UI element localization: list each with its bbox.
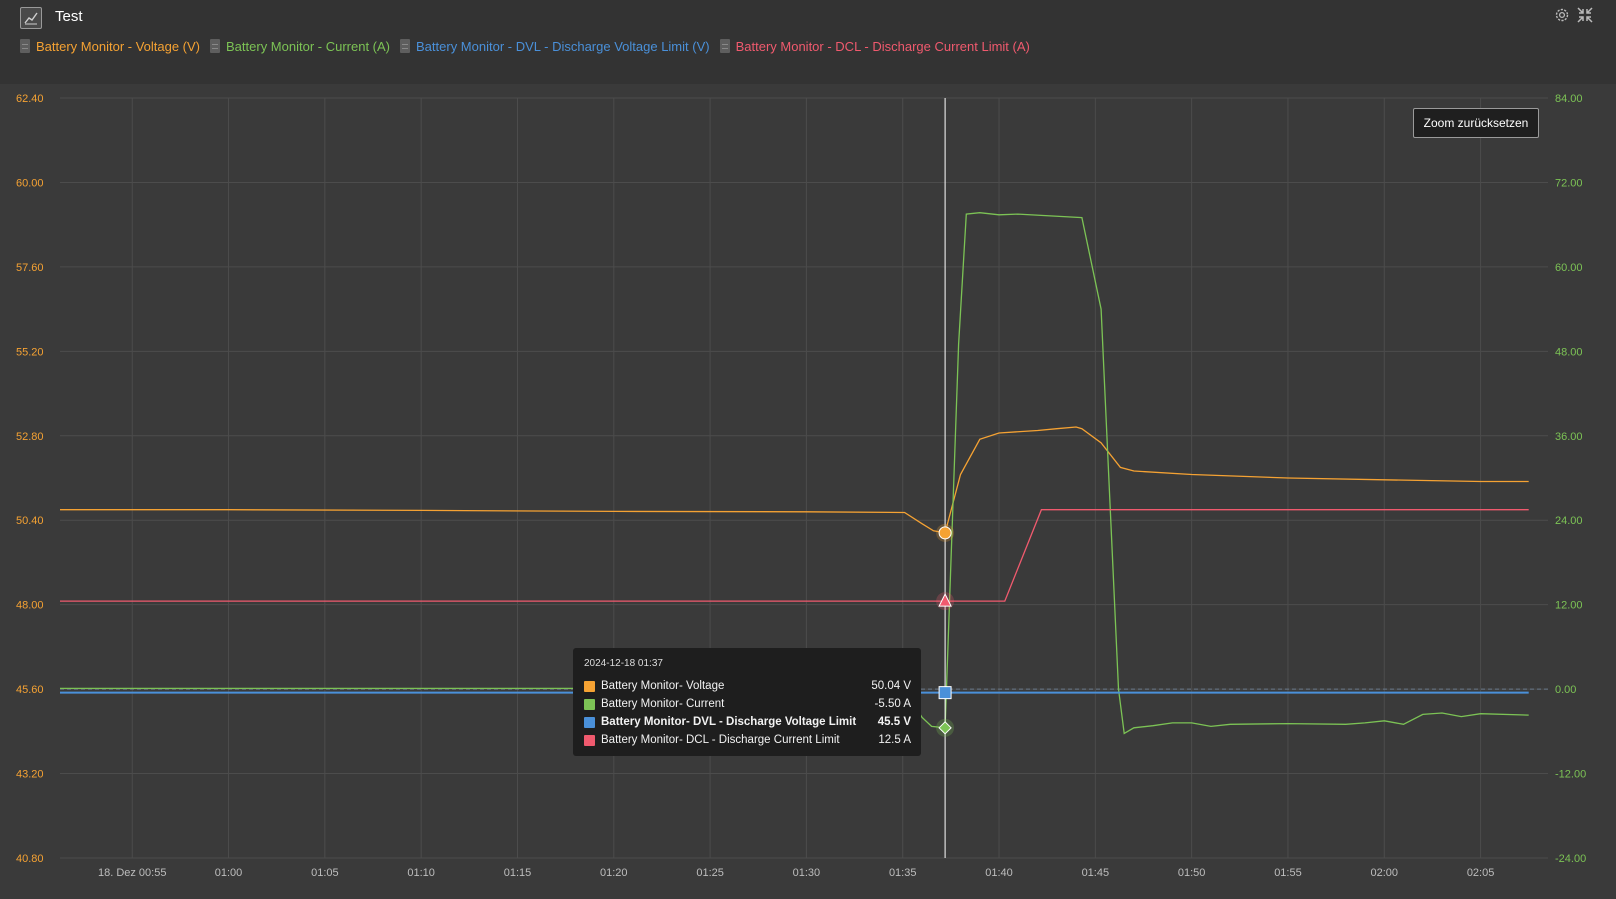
widget-header: Test Battery Monitor - Voltage (V) Batte…: [0, 0, 1616, 84]
legend-label: Battery Monitor - Voltage (V): [36, 38, 201, 54]
zoom-reset-button[interactable]: Zoom zurücksetzen: [1413, 108, 1539, 138]
x-tick-label: 02:00: [1371, 867, 1399, 879]
current-marker: [938, 721, 952, 735]
x-tick-label: 01:40: [985, 867, 1013, 879]
tooltip-time: 2024-12-18 01:37: [584, 658, 663, 669]
legend-label: Battery Monitor - DCL - Discharge Curren…: [735, 38, 1030, 54]
y-tick-label-left: 50.40: [16, 515, 44, 527]
legend-item-voltage[interactable]: Battery Monitor - Voltage (V): [20, 39, 200, 54]
y-tick-label-right: 84.00: [1555, 93, 1583, 105]
tooltip-label: Battery Monitor- Current: [601, 698, 725, 710]
x-tick-label: 02:05: [1467, 867, 1495, 879]
x-tick-label: 01:00: [215, 867, 243, 879]
chart-legend: Battery Monitor - Voltage (V) Battery Mo…: [20, 36, 1040, 56]
y-tick-label-left: 60.00: [16, 177, 44, 189]
y-tick-label-right: 48.00: [1555, 346, 1583, 358]
x-tick-label: 01:10: [407, 867, 435, 879]
document-icon: [210, 39, 221, 53]
y-tick-label-right: 12.00: [1555, 600, 1583, 612]
tooltip-label: Battery Monitor- Voltage: [601, 680, 725, 692]
document-icon: [400, 39, 411, 53]
y-tick-label-right: -12.00: [1555, 769, 1586, 781]
x-tick-label: 01:30: [793, 867, 821, 879]
y-tick-label-left: 57.60: [16, 262, 44, 274]
x-tick-label: 01:05: [311, 867, 339, 879]
x-tick-label: 01:55: [1274, 867, 1302, 879]
series-line: [60, 426, 1529, 534]
x-tick-label: 01:50: [1178, 867, 1206, 879]
y-tick-label-left: 40.80: [16, 853, 44, 865]
series-swatch: [584, 698, 595, 710]
y-tick-label-right: 60.00: [1555, 262, 1583, 274]
tooltip-label: Battery Monitor- DVL - Discharge Voltage…: [601, 716, 857, 728]
tooltip-row: Battery Monitor- Voltage 50.04 V: [584, 677, 911, 695]
legend-item-dcl[interactable]: Battery Monitor - DCL - Discharge Curren…: [719, 38, 1030, 54]
y-tick-label-left: 48.00: [16, 600, 44, 612]
y-tick-label-right: 24.00: [1555, 515, 1583, 527]
tooltip-row: Battery Monitor- DCL - Discharge Current…: [584, 731, 911, 749]
legend-label: Battery Monitor - Current (A): [226, 38, 391, 54]
y-tick-label-right: -24.00: [1555, 853, 1586, 865]
chart-tooltip: 2024-12-18 01:37 Battery Monitor- Voltag…: [573, 648, 921, 756]
x-tick-label: 01:25: [696, 867, 724, 879]
tooltip-value: 45.5 V: [877, 716, 911, 728]
y-tick-label-right: 0.00: [1555, 684, 1576, 696]
dcl-marker: [938, 593, 952, 607]
y-tick-label-left: 62.40: [16, 93, 44, 105]
legend-item-dvl[interactable]: Battery Monitor - DVL - Discharge Voltag…: [400, 39, 710, 54]
chart-icon: [20, 7, 42, 29]
x-tick-label: 01:15: [504, 867, 532, 879]
series-line: [60, 509, 1529, 602]
series-swatch: [584, 680, 595, 692]
tooltip-value: 50.04 V: [871, 680, 911, 692]
y-tick-label-left: 43.20: [16, 769, 44, 781]
tooltip-row: Battery Monitor- DVL - Discharge Voltage…: [584, 713, 911, 731]
collapse-icon[interactable]: [1576, 6, 1594, 24]
voltage-marker: [938, 526, 952, 540]
document-icon: [20, 39, 30, 53]
gear-icon[interactable]: [1553, 6, 1571, 24]
x-tick-label: 01:45: [1082, 867, 1110, 879]
tooltip-row: Battery Monitor- Current -5.50 A: [584, 695, 911, 713]
x-tick-label: 01:35: [889, 867, 917, 879]
tooltip-label: Battery Monitor- DCL - Discharge Current…: [601, 734, 840, 746]
legend-item-current[interactable]: Battery Monitor - Current (A): [210, 39, 390, 54]
y-tick-label-right: 36.00: [1555, 431, 1583, 443]
series-swatch: [584, 716, 595, 728]
y-tick-label-left: 55.20: [16, 346, 44, 358]
tooltip-value: 12.5 A: [878, 734, 911, 746]
y-tick-label-left: 45.60: [16, 684, 44, 696]
series-line: [60, 212, 1529, 735]
y-tick-label-right: 72.00: [1555, 177, 1583, 189]
legend-label: Battery Monitor - DVL - Discharge Voltag…: [416, 38, 710, 54]
series-swatch: [584, 734, 595, 746]
x-tick-label: 01:20: [600, 867, 628, 879]
widget-title: Test: [55, 8, 83, 25]
y-tick-label-left: 52.80: [16, 431, 44, 443]
dvl-marker: [938, 686, 952, 700]
tooltip-value: -5.50 A: [874, 698, 911, 710]
x-tick-label: 18. Dez 00:55: [98, 867, 167, 879]
document-icon: [719, 39, 730, 53]
